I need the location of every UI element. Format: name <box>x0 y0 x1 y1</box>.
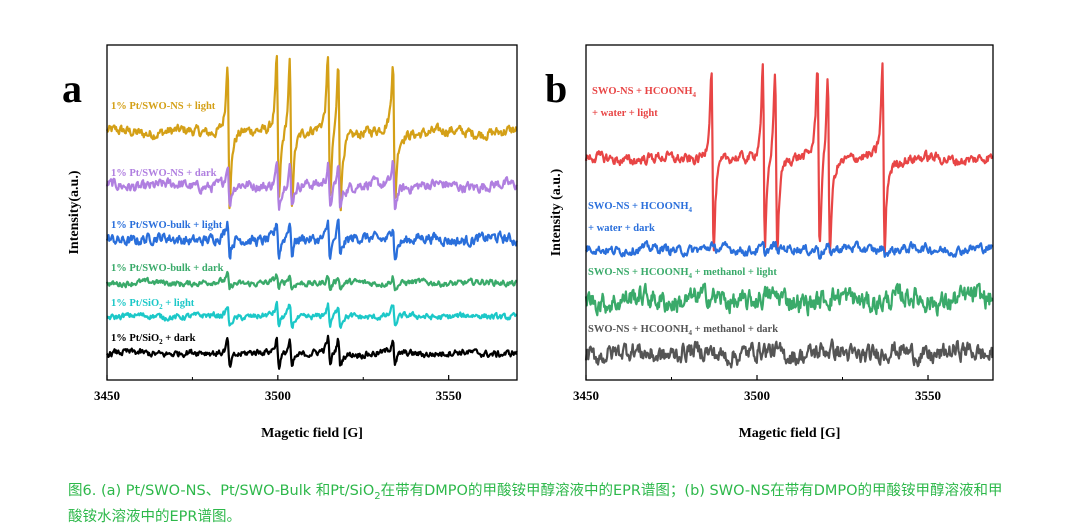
legend-label-1: 1% Pt/SWO-NS + light <box>111 101 216 112</box>
panel-a: 1% Pt/SWO-NS + light 1% Pt/SWO-NS + dark 1… <box>62 44 518 441</box>
legend-subscript: 4 <box>689 272 693 280</box>
axes-frame <box>106 44 518 381</box>
y-axis-label: Intensity (a.u.) <box>549 168 564 256</box>
legend-subscript: 2 <box>159 338 163 346</box>
x-tick-label: 3450 <box>94 388 120 403</box>
legend-label-4: SWO-NS + HCOONH4 + methanol + dark <box>588 324 778 337</box>
legend-text-cont: + dark <box>163 333 196 344</box>
legend-subscript: 4 <box>693 91 697 99</box>
x-tick-label: 3550 <box>915 388 941 403</box>
legend-text: 1% Pt/SiO <box>111 298 159 309</box>
spectrum-line-4 <box>105 270 518 292</box>
x-tick-label: 3500 <box>265 388 291 403</box>
legend-label-3: SWO-NS + HCOONH4 + methanol + light <box>588 267 777 280</box>
x-axis-label: Magetic field [G] <box>739 426 841 441</box>
legend-label-3: 1% Pt/SWO-bulk + light <box>111 220 223 231</box>
legend-subscript: 2 <box>159 303 163 311</box>
x-axis-label: Magetic field [G] <box>261 426 363 441</box>
legend-text-cont: + light <box>163 298 195 309</box>
caption-text-cont: 在带有DMPO的甲酸铵甲醇溶液中的EPR谱图；(b) SWO-NS在带有DMPO… <box>68 483 1003 525</box>
legend-text: SWO-NS + HCOONH <box>588 324 689 335</box>
legend-label-4: 1% Pt/SWO-bulk + dark <box>111 263 224 274</box>
legend-label-6: 1% Pt/SiO2 + dark <box>111 333 196 346</box>
legend-label-2-line2: + water + dark <box>588 223 655 234</box>
spectrum-line-5 <box>106 300 518 329</box>
legend-subscript: 4 <box>689 206 693 214</box>
legend-text: SWO-NS + HCOONH <box>588 267 689 278</box>
legend-text-cont: + methanol + light <box>692 267 777 278</box>
legend-text: SWO-NS + HCOONH <box>588 201 689 212</box>
legend-label-1: SWO-NS + HCOONH4 <box>592 86 697 99</box>
x-tick-label: 3450 <box>573 388 599 403</box>
caption-subscript: 2 <box>374 490 381 502</box>
spectrum-line-1 <box>584 62 994 256</box>
spectrum-line-4 <box>584 338 994 369</box>
legend-label-2: 1% Pt/SWO-NS + dark <box>111 168 217 179</box>
legend-subscript: 4 <box>689 329 693 337</box>
y-axis-label: Intensity(a.u.) <box>67 170 82 254</box>
x-tick-label: 3500 <box>744 388 770 403</box>
legend-text: 1% Pt/SWO-NS + dark <box>111 168 217 179</box>
x-tick-label: 3550 <box>436 388 462 403</box>
spectrum-line-6 <box>106 334 518 370</box>
legend-text: SWO-NS + HCOONH <box>592 86 693 97</box>
panel-letter: b <box>545 66 567 111</box>
panel-letter: a <box>62 66 82 111</box>
legend-label-5: 1% Pt/SiO2 + light <box>111 298 195 311</box>
legend-text: 1% Pt/SiO <box>111 333 159 344</box>
legend-text: 1% Pt/SWO-bulk + dark <box>111 263 224 274</box>
legend-text-cont: + methanol + dark <box>692 324 778 335</box>
spectrum-line-1 <box>105 54 518 212</box>
caption-text: 图6. (a) Pt/SWO-NS、Pt/SWO-Bulk 和Pt/SiO <box>68 483 375 499</box>
spectrum-line-3 <box>584 282 994 317</box>
figure-caption: 图6. (a) Pt/SWO-NS、Pt/SWO-Bulk 和Pt/SiO2在带… <box>68 481 1008 527</box>
spectrum-line-3 <box>105 218 518 261</box>
axes-frame <box>585 44 994 381</box>
legend-text: 1% Pt/SWO-NS + light <box>111 101 216 112</box>
spectrum-line-2 <box>105 160 518 211</box>
legend-label-1-line2: + water + light <box>592 108 658 119</box>
spectrum-line-2 <box>585 240 994 260</box>
legend-text: 1% Pt/SWO-bulk + light <box>111 220 223 231</box>
legend-label-2: SWO-NS + HCOONH4 <box>588 201 693 214</box>
